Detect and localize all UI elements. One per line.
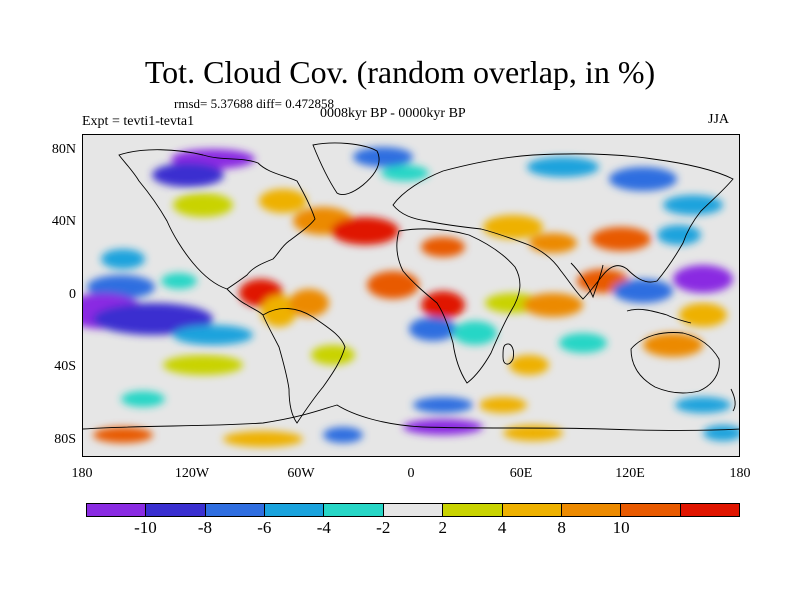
anomaly-blob <box>527 157 599 177</box>
anomaly-blob <box>559 333 607 353</box>
anomaly-blob <box>421 237 465 257</box>
anomaly-blob <box>421 291 465 319</box>
coast-greenland <box>312 142 380 196</box>
lon-label-180e: 180 <box>729 466 751 481</box>
coast-australia <box>630 332 720 394</box>
coast-north-america <box>118 149 316 290</box>
anomaly-blob <box>703 425 739 441</box>
anomaly-blob <box>663 195 723 215</box>
lon-label-0: 0 <box>407 466 415 481</box>
colorbar-label: -8 <box>197 518 212 537</box>
coastlines <box>83 142 739 431</box>
anomaly-blob <box>259 189 307 213</box>
lon-label-120w: 120W <box>174 466 210 481</box>
colorbar-label: 4 <box>497 518 507 537</box>
anomaly-blob <box>403 419 483 435</box>
anomaly-blob <box>591 227 651 251</box>
anomaly-blob <box>163 355 243 375</box>
lat-label-80s: 80S <box>54 432 76 447</box>
anomaly-blob <box>381 165 429 181</box>
colorbar-swatch <box>145 504 205 516</box>
lon-label-60e: 60E <box>509 466 533 481</box>
anomaly-blob <box>479 397 527 413</box>
colorbar-label: 8 <box>557 518 566 537</box>
coast-madagascar <box>502 343 514 365</box>
period-label: 0008kyr BP - 0000kyr BP <box>320 106 466 121</box>
anomaly-blob <box>353 147 413 167</box>
anomaly-blob <box>509 355 549 375</box>
anomaly-blob <box>323 427 363 443</box>
anomaly-blob <box>675 397 731 413</box>
anomaly-blob <box>657 225 701 245</box>
lat-label-80n: 80N <box>51 142 76 157</box>
colorbar-swatch <box>323 504 383 516</box>
colorbar-label: 2 <box>438 518 447 537</box>
colorbar-swatch <box>620 504 680 516</box>
coast-eurasia <box>392 153 734 300</box>
anomaly-blob <box>161 273 197 289</box>
anomaly-blob <box>367 271 419 299</box>
anomaly-blob <box>453 321 497 345</box>
coast-antarctica <box>83 404 739 431</box>
colorbar-swatch <box>204 504 265 516</box>
anomaly-blob <box>679 303 727 327</box>
anomaly-blob <box>87 275 155 299</box>
anomaly-blob <box>173 325 253 345</box>
anomaly-blob <box>93 427 153 443</box>
colorbar-label: -4 <box>316 518 331 537</box>
anomaly-blob <box>483 215 543 239</box>
stats-text: rmsd= 5.37688 diff= 0.472858 <box>174 96 334 111</box>
colorbar-swatch <box>501 504 561 516</box>
anomaly-blob <box>409 317 457 341</box>
anomaly-blob <box>413 397 473 413</box>
season-label: JJA <box>708 112 730 127</box>
coast-south-america <box>262 308 346 424</box>
anomaly-blob <box>529 233 577 253</box>
colorbar-swatch <box>87 504 146 516</box>
colorbar-swatch <box>382 504 443 516</box>
anomaly-blob <box>613 279 673 303</box>
colorbar-swatch <box>560 504 621 516</box>
anomaly-blob <box>173 193 233 217</box>
anomaly-blob <box>152 163 224 187</box>
anomaly-blob <box>289 289 329 317</box>
anomaly-blob <box>503 425 563 441</box>
anomaly-blob <box>261 295 297 327</box>
colorbar-label: -2 <box>376 518 391 537</box>
colorbar-swatch <box>442 504 502 516</box>
colorbar <box>86 503 740 517</box>
colorbar-label: -6 <box>257 518 272 537</box>
coast-indonesia <box>626 308 692 324</box>
lon-label-60w: 60W <box>287 466 315 481</box>
anomaly-blob <box>121 391 165 407</box>
cloud-cover-map <box>83 135 739 456</box>
anomaly-blob <box>311 345 355 365</box>
coast-new-zealand <box>730 388 736 412</box>
cloud-anomaly-field <box>83 147 739 447</box>
lat-label-0: 0 <box>69 287 76 302</box>
colorbar-label: 10 <box>612 518 630 537</box>
lat-label-40n: 40N <box>51 214 76 229</box>
colorbar-swatch <box>264 504 324 516</box>
anomaly-blob <box>609 167 677 191</box>
anomaly-blob <box>101 249 145 269</box>
lat-label-40s: 40S <box>54 359 76 374</box>
colorbar-swatch <box>679 504 739 516</box>
anomaly-blob <box>643 333 703 357</box>
experiment-label: Expt = tevti1-tevta1 <box>82 114 195 129</box>
anomaly-blob <box>223 431 303 447</box>
coast-india <box>570 262 604 299</box>
map-plot-area <box>82 134 740 457</box>
lon-label-180w: 180 <box>71 466 93 481</box>
plot-title: Tot. Cloud Cov. (random overlap, in %) <box>144 54 656 90</box>
colorbar-label: -10 <box>134 518 157 537</box>
coast-africa <box>396 228 521 384</box>
anomaly-blob <box>673 265 733 293</box>
anomaly-blob <box>93 303 213 335</box>
coast-central-america <box>226 288 264 316</box>
anomaly-blob <box>331 217 399 245</box>
anomaly-blob <box>523 293 583 317</box>
lon-label-120e: 120E <box>615 466 645 481</box>
